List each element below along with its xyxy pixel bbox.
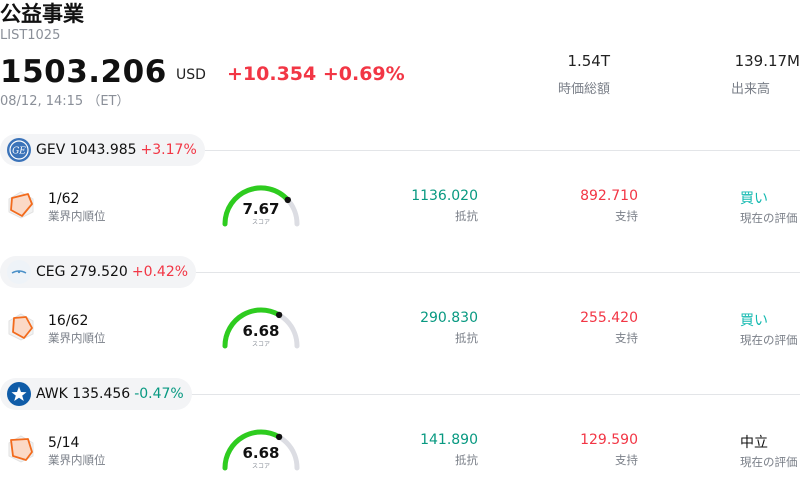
index-price: 1503.206	[0, 54, 167, 90]
score-value: 6.68	[242, 444, 280, 462]
score-gauge	[222, 429, 300, 471]
industry-rank-icon	[8, 191, 34, 219]
support-label: 支持	[615, 453, 638, 467]
industry-rank-value: 5/14	[48, 435, 80, 451]
ge-logo-icon: GE	[7, 138, 31, 162]
industry-rank-label: 業界内順位	[48, 453, 106, 467]
industry-rank-label: 業界内順位	[48, 209, 106, 223]
resistance-label: 抵抗	[455, 453, 478, 467]
gauge-fill	[222, 185, 291, 227]
market-cap-value: 1.54T	[567, 52, 610, 70]
rating-value: 買い	[740, 313, 768, 329]
list-code: LIST1025	[0, 28, 61, 43]
rating-label: 現在の評価	[740, 211, 798, 225]
score-gauge	[222, 185, 300, 227]
resistance-value: 141.890	[420, 432, 478, 448]
rating-value: 中立	[740, 435, 768, 451]
gauge-marker	[275, 433, 283, 441]
support-label: 支持	[615, 331, 638, 345]
star-logo-icon	[7, 382, 31, 406]
support-value: 129.590	[580, 432, 638, 448]
gauge-fill	[222, 307, 282, 349]
resistance-label: 抵抗	[455, 331, 478, 345]
section-divider	[0, 150, 800, 151]
score-gauge	[222, 307, 300, 349]
gauge-marker	[284, 196, 291, 204]
price-change: +0.42%	[131, 264, 189, 280]
industry-rank-icon	[8, 313, 34, 341]
timestamp: 08/12, 14:15 （ET）	[0, 94, 130, 109]
page-title: 公益事業	[0, 2, 84, 26]
resistance-value: 1136.020	[411, 188, 478, 204]
score-value: 7.67	[242, 200, 280, 218]
score-value: 6.68	[242, 322, 280, 340]
stock-pill-gev[interactable]: GE GEV 1043.985 +3.17%	[0, 134, 205, 166]
rating-label: 現在の評価	[740, 333, 798, 347]
price-change: -0.47%	[134, 386, 184, 402]
gauge-fill	[222, 429, 282, 471]
resistance-label: 抵抗	[455, 209, 478, 223]
ticker-price: AWK 135.456	[36, 386, 131, 402]
section-divider	[0, 394, 800, 395]
price-change: +3.17%	[140, 142, 197, 158]
industry-rank-value: 1/62	[48, 191, 80, 207]
industry-rank-value: 16/62	[48, 313, 89, 329]
support-label: 支持	[615, 209, 638, 223]
rating-label: 現在の評価	[740, 455, 798, 469]
resistance-value: 290.830	[420, 310, 478, 326]
constellation-logo-icon	[7, 260, 31, 284]
currency-label: USD	[176, 67, 206, 83]
support-value: 892.710	[580, 188, 638, 204]
support-value: 255.420	[580, 310, 638, 326]
svg-text:GE: GE	[12, 147, 26, 157]
ticker-price: CEG 279.520	[36, 264, 128, 280]
ticker-price: GEV 1043.985	[36, 142, 137, 158]
industry-rank-icon	[8, 435, 34, 463]
rating-value: 買い	[740, 191, 768, 207]
gauge-marker	[275, 311, 283, 319]
score-label: スコア	[251, 341, 270, 348]
score-label: スコア	[251, 463, 270, 470]
stock-pill-ceg[interactable]: CEG 279.520 +0.42%	[0, 256, 197, 288]
stock-pill-awk[interactable]: AWK 135.456 -0.47%	[0, 378, 192, 410]
market-cap-label: 時価総額	[557, 82, 610, 97]
index-change: +10.354 +0.69%	[227, 63, 405, 85]
volume-value: 139.17M	[734, 52, 800, 70]
industry-rank-label: 業界内順位	[48, 331, 106, 345]
section-divider	[0, 272, 800, 273]
volume-label: 出来高	[731, 82, 771, 97]
score-label: スコア	[251, 219, 270, 226]
